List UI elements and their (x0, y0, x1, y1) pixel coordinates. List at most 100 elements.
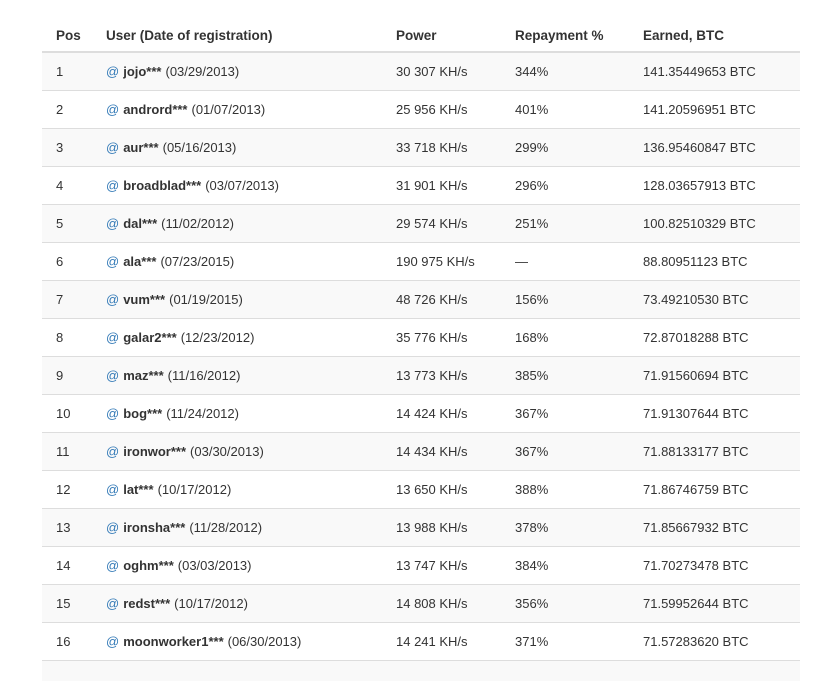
repayment-cell: 156% (501, 281, 629, 319)
at-icon: @ (106, 64, 119, 79)
table-row: 9 @maz***(11/16/2012) 13 773 KH/s 385% 7… (42, 357, 800, 395)
repayment-cell: — (501, 243, 629, 281)
repayment-cell: 251% (501, 205, 629, 243)
earned-cell: 71.91560694 BTC (629, 357, 800, 395)
earned-cell: 71.91307644 BTC (629, 395, 800, 433)
registration-date: (11/24/2012) (166, 406, 239, 421)
earned-cell: 71.85667932 BTC (629, 509, 800, 547)
registration-date: (11/16/2012) (168, 368, 241, 383)
table-row: 14 @oghm***(03/03/2013) 13 747 KH/s 384%… (42, 547, 800, 585)
power-cell: 35 776 KH/s (382, 319, 501, 357)
user-link[interactable]: @ala***(07/23/2015) (106, 254, 234, 269)
registration-date: (10/17/2012) (174, 596, 248, 611)
registration-date: (03/07/2013) (205, 178, 279, 193)
pos-cell: 1 (42, 52, 92, 91)
power-cell: 13 650 KH/s (382, 471, 501, 509)
repayment-cell: 371% (501, 623, 629, 661)
power-cell: 33 718 KH/s (382, 129, 501, 167)
user-link[interactable]: @ironsha***(11/28/2012) (106, 520, 262, 535)
user-link[interactable]: @bog***(11/24/2012) (106, 406, 239, 421)
username: jojo*** (123, 64, 161, 79)
at-icon: @ (106, 558, 119, 573)
user-link[interactable]: @dal***(11/02/2012) (106, 216, 234, 231)
username: oghm*** (123, 558, 174, 573)
registration-date: (05/16/2013) (163, 140, 237, 155)
registration-date: (01/19/2015) (169, 292, 243, 307)
user-link[interactable]: @maz***(11/16/2012) (106, 368, 240, 383)
user-link[interactable]: @lat***(10/17/2012) (106, 482, 231, 497)
table-row: 1 @jojo***(03/29/2013) 30 307 KH/s 344% … (42, 52, 800, 91)
user-cell: @redst***(10/17/2012) (92, 585, 382, 623)
registration-date: (10/17/2012) (158, 482, 232, 497)
user-link[interactable]: @moonworker1***(06/30/2013) (106, 634, 301, 649)
column-header-power: Power (382, 20, 501, 52)
pos-cell: 10 (42, 395, 92, 433)
table-row: 16 @moonworker1***(06/30/2013) 14 241 KH… (42, 623, 800, 661)
user-cell: @lat***(10/17/2012) (92, 471, 382, 509)
column-header-earned: Earned, BTC (629, 20, 800, 52)
earned-cell: 141.35449653 BTC (629, 52, 800, 91)
pos-cell: 14 (42, 547, 92, 585)
user-link[interactable]: @galar2***(12/23/2012) (106, 330, 254, 345)
table-row-partial (42, 661, 800, 681)
earned-cell: 100.82510329 BTC (629, 205, 800, 243)
at-icon: @ (106, 292, 119, 307)
table-row: 11 @ironwor***(03/30/2013) 14 434 KH/s 3… (42, 433, 800, 471)
user-cell: @bog***(11/24/2012) (92, 395, 382, 433)
at-icon: @ (106, 330, 119, 345)
username: maz*** (123, 368, 163, 383)
power-cell: 13 988 KH/s (382, 509, 501, 547)
at-icon: @ (106, 254, 119, 269)
earned-cell: 128.03657913 BTC (629, 167, 800, 205)
user-link[interactable]: @jojo***(03/29/2013) (106, 64, 239, 79)
power-cell: 14 241 KH/s (382, 623, 501, 661)
username: ala*** (123, 254, 156, 269)
table-row: 6 @ala***(07/23/2015) 190 975 KH/s — 88.… (42, 243, 800, 281)
at-icon: @ (106, 178, 119, 193)
user-cell: @andrord***(01/07/2013) (92, 91, 382, 129)
pos-cell: 6 (42, 243, 92, 281)
power-cell: 13 747 KH/s (382, 547, 501, 585)
user-cell: @dal***(11/02/2012) (92, 205, 382, 243)
repayment-cell: 367% (501, 395, 629, 433)
earned-cell: 71.59952644 BTC (629, 585, 800, 623)
pos-cell: 15 (42, 585, 92, 623)
user-cell: @ironsha***(11/28/2012) (92, 509, 382, 547)
earned-cell: 136.95460847 BTC (629, 129, 800, 167)
table-row: 3 @aur***(05/16/2013) 33 718 KH/s 299% 1… (42, 129, 800, 167)
user-cell: @aur***(05/16/2013) (92, 129, 382, 167)
repayment-cell: 168% (501, 319, 629, 357)
username: galar2*** (123, 330, 176, 345)
user-link[interactable]: @aur***(05/16/2013) (106, 140, 236, 155)
user-link[interactable]: @ broadblad*** (03/07/2013) (106, 178, 279, 193)
username: broadblad*** (123, 178, 201, 193)
pos-cell: 3 (42, 129, 92, 167)
username: aur*** (123, 140, 158, 155)
repayment-cell: 356% (501, 585, 629, 623)
table-row: 10 @bog***(11/24/2012) 14 424 KH/s 367% … (42, 395, 800, 433)
earned-cell: 72.87018288 BTC (629, 319, 800, 357)
username: moonworker1*** (123, 634, 223, 649)
user-link[interactable]: @andrord***(01/07/2013) (106, 102, 265, 117)
user-cell: @maz***(11/16/2012) (92, 357, 382, 395)
at-icon: @ (106, 216, 119, 231)
user-cell: @ironwor***(03/30/2013) (92, 433, 382, 471)
power-cell: 14 424 KH/s (382, 395, 501, 433)
repayment-cell: 344% (501, 52, 629, 91)
repayment-cell: 388% (501, 471, 629, 509)
repayment-cell: 378% (501, 509, 629, 547)
user-cell: @vum***(01/19/2015) (92, 281, 382, 319)
user-link[interactable]: @vum***(01/19/2015) (106, 292, 243, 307)
pos-cell: 8 (42, 319, 92, 357)
user-link[interactable]: @ironwor***(03/30/2013) (106, 444, 264, 459)
user-link[interactable]: @redst***(10/17/2012) (106, 596, 248, 611)
user-cell: @ala***(07/23/2015) (92, 243, 382, 281)
at-icon: @ (106, 406, 119, 421)
pos-cell: 12 (42, 471, 92, 509)
earned-cell: 71.88133177 BTC (629, 433, 800, 471)
power-cell: 13 773 KH/s (382, 357, 501, 395)
repayment-cell: 367% (501, 433, 629, 471)
pos-cell: 16 (42, 623, 92, 661)
power-cell: 14 808 KH/s (382, 585, 501, 623)
user-link[interactable]: @oghm***(03/03/2013) (106, 558, 252, 573)
